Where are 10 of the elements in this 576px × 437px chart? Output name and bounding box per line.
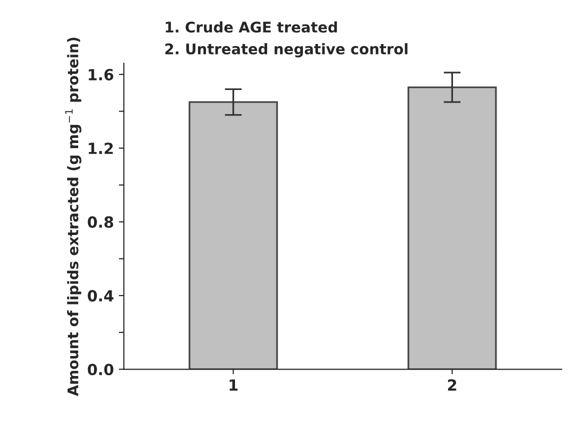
y-tick-label: 1.2: [88, 142, 113, 154]
x-tick-label: 1: [230, 379, 238, 391]
y-axis-title: Amount of lipids extracted (g mg$^{−1}$ protein): [65, 38, 82, 396]
x-tick-label: 2: [448, 379, 456, 391]
y-tick-label: 0.4: [88, 290, 114, 302]
text: 1. Crude AGE treated: [166, 21, 337, 33]
y-tick-label: 1.6: [88, 68, 114, 80]
text: 2. Untreated negative control: [165, 43, 408, 58]
y-tick-label: 0.0: [88, 364, 114, 376]
y-tick-label: 0.8: [88, 216, 114, 228]
